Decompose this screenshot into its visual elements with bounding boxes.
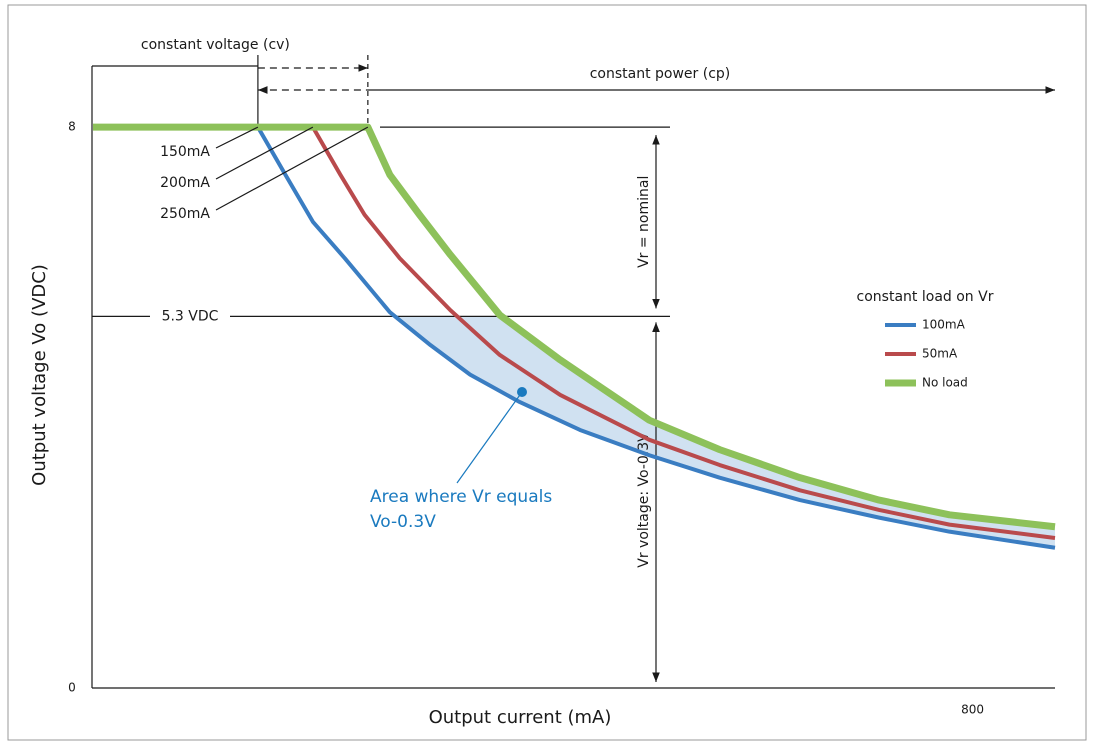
y-axis-label: Output voltage Vo (VDC) <box>29 264 50 486</box>
knee-label: 150mA <box>160 144 210 160</box>
knee-leader <box>215 126 369 211</box>
legend-label: 50mA <box>922 347 958 361</box>
series-line <box>93 125 1056 540</box>
legend-title: constant load on Vr <box>857 289 994 305</box>
frame <box>7 4 1087 741</box>
x-tick-label: 800 <box>961 703 984 717</box>
vr-nominal-label: Vr = nominal <box>636 176 652 268</box>
area-label: Area where Vr equals <box>370 487 552 507</box>
cv-label: constant voltage (cv) <box>141 37 290 53</box>
hline-label: 5.3 VDC <box>162 308 219 324</box>
series-line <box>93 125 1056 550</box>
y-tick-label: 8 <box>68 120 76 134</box>
cp-label: constant power (cp) <box>590 66 731 82</box>
legend-label: 100mA <box>922 318 966 332</box>
series-line <box>93 123 1056 531</box>
y-tick-label: 0 <box>68 681 76 695</box>
knee-leader <box>215 126 314 180</box>
shaded-area <box>395 316 1055 548</box>
area-dot <box>517 387 527 397</box>
area-label: Vo-0.3V <box>370 512 436 532</box>
knee-leader <box>215 126 259 149</box>
knee-label: 200mA <box>160 175 210 191</box>
x-axis-label: Output current (mA) <box>429 707 612 728</box>
knee-label: 250mA <box>160 206 210 222</box>
vr-low-label: Vr voltage: Vo-0.3V <box>636 432 652 568</box>
area-leader <box>456 391 523 484</box>
legend-label: No load <box>922 376 968 390</box>
